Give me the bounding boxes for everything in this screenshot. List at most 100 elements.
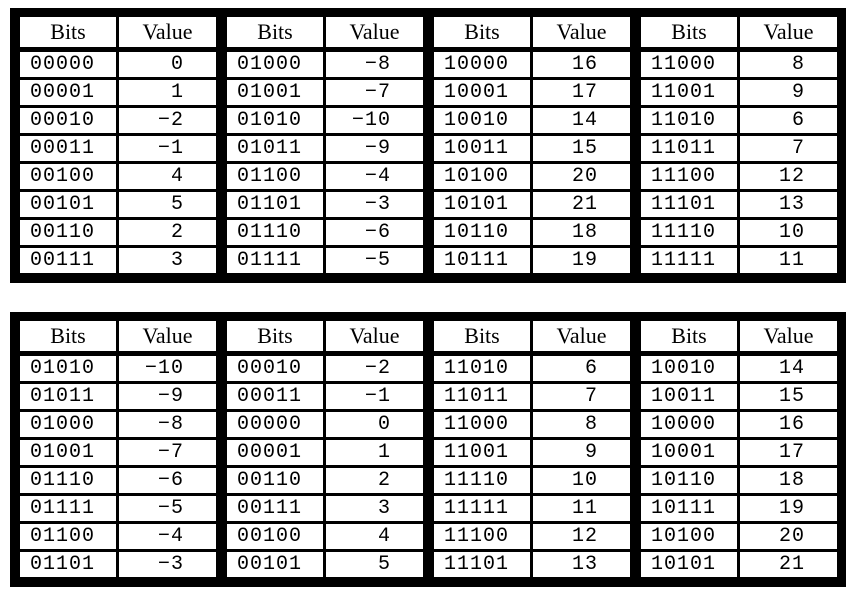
bits-cell: 11011 [434, 384, 530, 409]
bits-cell: 00101 [227, 552, 323, 577]
value-cell: −6 [119, 468, 216, 493]
bits-cell: 01011 [227, 136, 323, 161]
value-cell: 18 [533, 220, 630, 245]
bits-cell: 00100 [20, 164, 116, 189]
bits-cell: 10111 [434, 248, 530, 273]
bits-cell: 00011 [227, 384, 323, 409]
bits-cell: 00000 [20, 52, 116, 77]
bits-cell: 11111 [641, 248, 737, 273]
value-cell: 10 [740, 220, 837, 245]
header-bits: Bits [20, 17, 116, 47]
value-cell: 2 [119, 220, 216, 245]
bits-cell: 11101 [434, 552, 530, 577]
value-cell: 17 [533, 80, 630, 105]
bits-cell: 01101 [227, 192, 323, 217]
header-value: Value [326, 17, 423, 47]
value-cell: −10 [119, 356, 216, 381]
bits-cell: 01100 [20, 524, 116, 549]
value-cell: 3 [119, 248, 216, 273]
header-value: Value [740, 321, 837, 351]
value-cell: −9 [119, 384, 216, 409]
value-cell: −2 [119, 108, 216, 133]
bits-cell: 10101 [434, 192, 530, 217]
bits-cell: 01011 [20, 384, 116, 409]
value-cell: 9 [740, 80, 837, 105]
value-cell: −5 [119, 496, 216, 521]
bits-cell: 10010 [641, 356, 737, 381]
value-cell: 14 [533, 108, 630, 133]
bits-cell: 00011 [20, 136, 116, 161]
bits-cell: 10000 [641, 412, 737, 437]
value-cell: 8 [740, 52, 837, 77]
header-bits: Bits [434, 17, 530, 47]
value-cell: 15 [740, 384, 837, 409]
value-cell: 1 [326, 440, 423, 465]
bits-cell: 00111 [227, 496, 323, 521]
value-cell: −2 [326, 356, 423, 381]
bits-cell: 00010 [20, 108, 116, 133]
bits-cell: 00100 [227, 524, 323, 549]
value-cell: −10 [326, 108, 423, 133]
bits-cell: 01111 [227, 248, 323, 273]
bits-cell: 01001 [227, 80, 323, 105]
header-bits: Bits [434, 321, 530, 351]
header-value: Value [119, 17, 216, 47]
value-cell: −8 [119, 412, 216, 437]
value-cell: 9 [533, 440, 630, 465]
bits-cell: 11001 [434, 440, 530, 465]
value-cell: 12 [740, 164, 837, 189]
value-cell: 19 [740, 496, 837, 521]
bits-cell: 01001 [20, 440, 116, 465]
value-cell: 7 [740, 136, 837, 161]
bits-cell: 10111 [641, 496, 737, 521]
bits-cell: 10011 [641, 384, 737, 409]
value-cell: 14 [740, 356, 837, 381]
bits-cell: 10101 [641, 552, 737, 577]
header-value: Value [326, 321, 423, 351]
bits-cell: 10001 [434, 80, 530, 105]
value-cell: −5 [326, 248, 423, 273]
value-cell: 12 [533, 524, 630, 549]
bits-cell: 00101 [20, 192, 116, 217]
bits-cell: 00001 [227, 440, 323, 465]
bits-cell: 01110 [227, 220, 323, 245]
value-cell: 0 [326, 412, 423, 437]
value-cell: 11 [533, 496, 630, 521]
value-cell: −3 [119, 552, 216, 577]
header-bits: Bits [227, 321, 323, 351]
value-cell: −4 [119, 524, 216, 549]
bits-cell: 10010 [434, 108, 530, 133]
value-cell: 21 [533, 192, 630, 217]
value-cell: 13 [533, 552, 630, 577]
bits-cell: 11110 [434, 468, 530, 493]
value-cell: 15 [533, 136, 630, 161]
header-value: Value [740, 17, 837, 47]
bits-cell: 00010 [227, 356, 323, 381]
bits-cell: 10110 [641, 468, 737, 493]
bits-cell: 00000 [227, 412, 323, 437]
bits-cell: 11000 [641, 52, 737, 77]
header-bits: Bits [227, 17, 323, 47]
value-cell: −7 [326, 80, 423, 105]
header-bits: Bits [641, 17, 737, 47]
bits-cell: 01010 [20, 356, 116, 381]
value-cell: −1 [326, 384, 423, 409]
value-cell: 6 [533, 356, 630, 381]
value-cell: 11 [740, 248, 837, 273]
bits-cell: 10110 [434, 220, 530, 245]
header-value: Value [119, 321, 216, 351]
value-cell: 7 [533, 384, 630, 409]
bits-cell: 11101 [641, 192, 737, 217]
value-cell: 17 [740, 440, 837, 465]
bits-cell: 01000 [20, 412, 116, 437]
value-cell: 20 [533, 164, 630, 189]
bits-cell: 01111 [20, 496, 116, 521]
bits-cell: 11010 [641, 108, 737, 133]
value-cell: 6 [740, 108, 837, 133]
value-cell: 1 [119, 80, 216, 105]
value-cell: 16 [740, 412, 837, 437]
bottom-table: Bits Value 01010 −10 01011 −9 01000 −8 01001 −7 01… [10, 312, 846, 587]
value-cell: 4 [119, 164, 216, 189]
value-cell: 19 [533, 248, 630, 273]
bits-cell: 10001 [641, 440, 737, 465]
